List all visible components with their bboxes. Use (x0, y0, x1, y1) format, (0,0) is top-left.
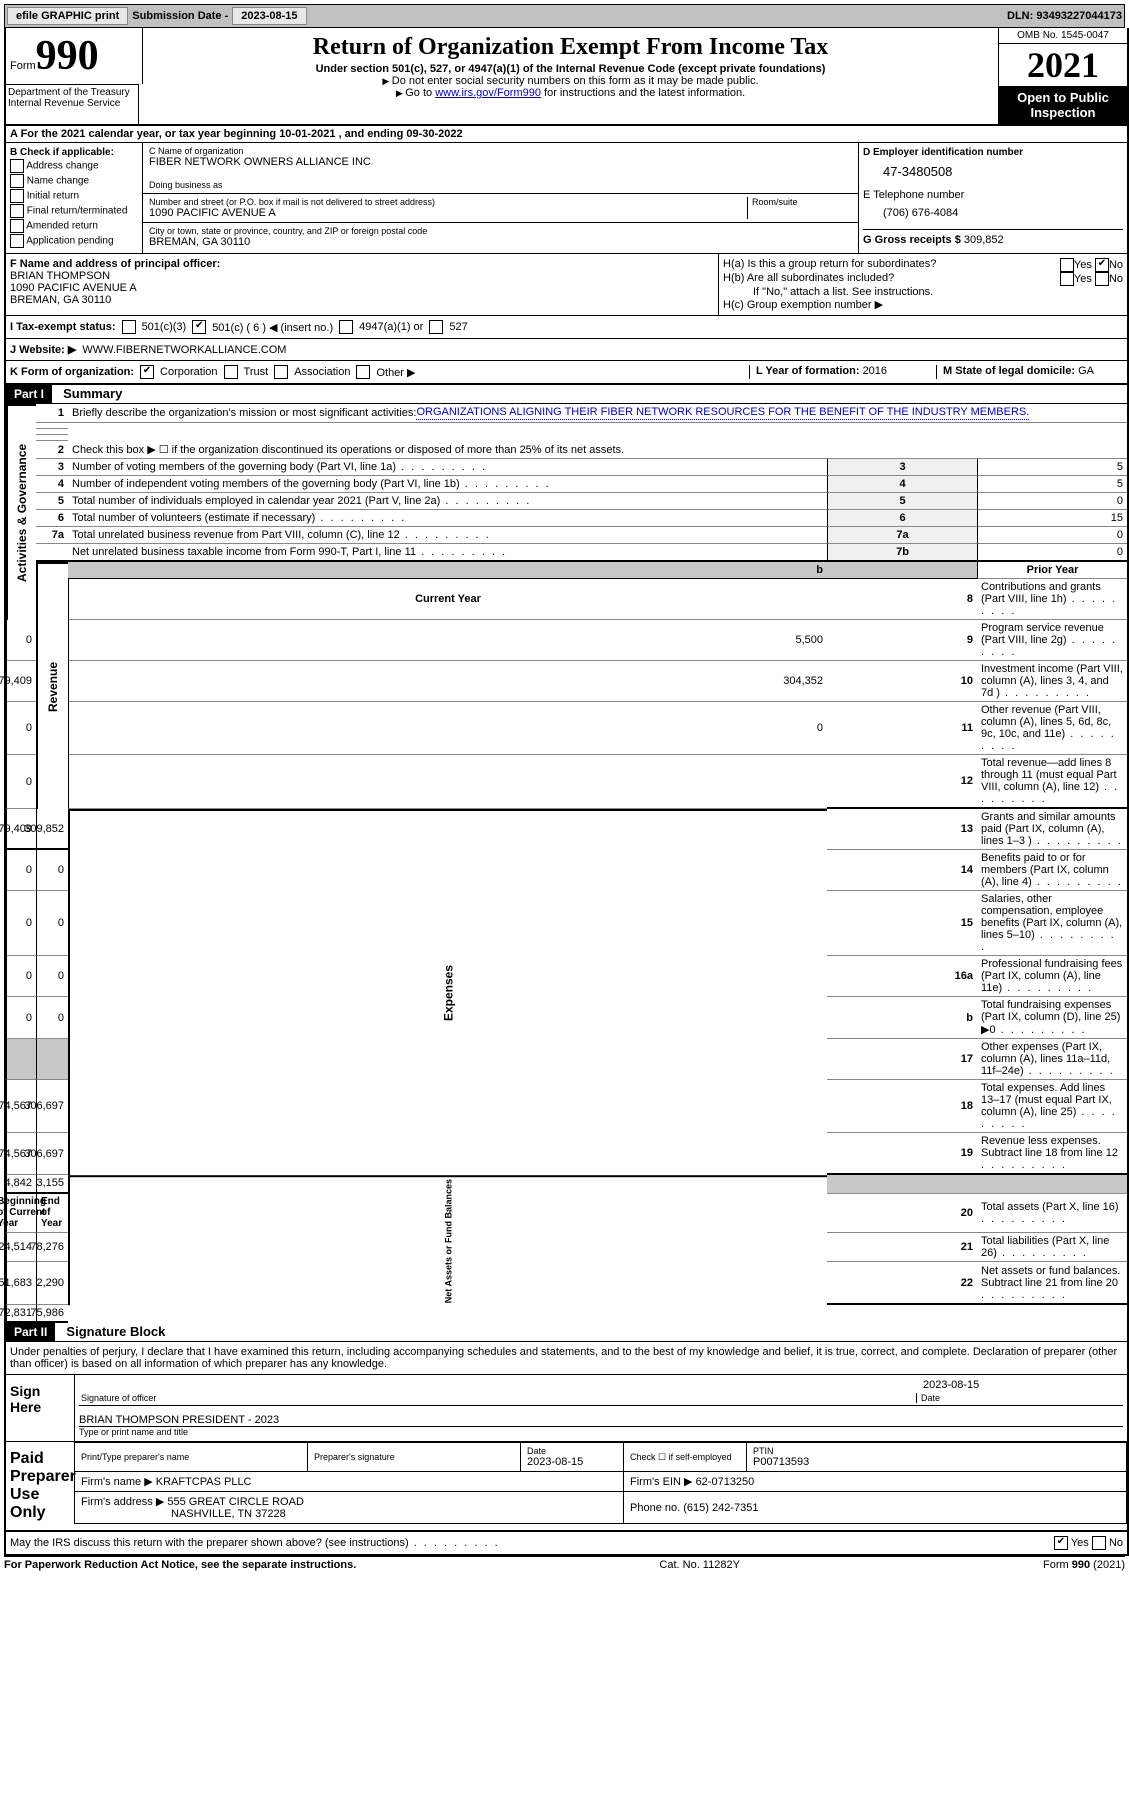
officer-printed: BRIAN THOMPSON PRESIDENT - 2023 (79, 1408, 1123, 1426)
omb-number: OMB No. 1545-0047 (999, 28, 1127, 44)
col-de: D Employer identification number 47-3480… (859, 143, 1127, 253)
title-box: Return of Organization Exempt From Incom… (143, 28, 998, 124)
ein-value: 47-3480508 (863, 158, 1123, 189)
gross-value: 309,852 (964, 234, 1004, 246)
sign-here-block: Sign Here 2023-08-15 Signature of office… (6, 1374, 1127, 1442)
org-name: FIBER NETWORK OWNERS ALLIANCE INC (149, 156, 852, 168)
chk-amended[interactable]: Amended return (10, 219, 138, 233)
chk-pending[interactable]: Application pending (10, 234, 138, 248)
org-name-label: C Name of organization (149, 146, 852, 156)
part2-bar: Part II Signature Block (6, 1323, 1127, 1342)
sig-officer-label: Signature of officer (81, 1393, 916, 1403)
dba-label: Doing business as (149, 180, 852, 190)
part1-bar: Part I Summary (6, 385, 1127, 404)
dln-text: DLN: 93493227044173 (1007, 10, 1122, 22)
col-h-group: H(a) Is this a group return for subordin… (719, 254, 1127, 315)
col-b-checkboxes: B Check if applicable: Address change Na… (6, 143, 143, 253)
sig-date: 2023-08-15 (923, 1379, 1123, 1391)
open-to-public: Open to Public Inspection (999, 86, 1127, 124)
form-title: Return of Organization Exempt From Incom… (151, 34, 990, 61)
city-value: BREMAN, GA 30110 (149, 236, 852, 248)
row-klm: K Form of organization: Corporation Trus… (6, 361, 1127, 385)
city-label: City or town, state or province, country… (149, 226, 852, 236)
paid-preparer-block: Paid Preparer Use Only Print/Type prepar… (6, 1442, 1127, 1532)
summary-grid: Activities & Governance1Briefly describe… (6, 404, 1127, 1323)
footer: For Paperwork Reduction Act Notice, see … (4, 1556, 1125, 1571)
officer-name: BRIAN THOMPSON (10, 270, 714, 282)
goto-pre: Go to (396, 87, 435, 99)
row-a-period: A For the 2021 calendar year, or tax yea… (6, 126, 1127, 143)
form-header: Form990 Department of the Treasury Inter… (6, 28, 1127, 126)
chk-initial[interactable]: Initial return (10, 189, 138, 203)
col-f-officer: F Name and address of principal officer:… (6, 254, 719, 315)
chk-name[interactable]: Name change (10, 174, 138, 188)
phone-value: (706) 676-4084 (863, 201, 1123, 229)
addr-label: Number and street (or P.O. box if mail i… (149, 197, 747, 207)
discuss-row: May the IRS discuss this return with the… (6, 1532, 1127, 1554)
info-grid: B Check if applicable: Address change Na… (6, 143, 1127, 254)
officer-addr2: BREMAN, GA 30110 (10, 294, 714, 306)
subdate-button[interactable]: 2023-08-15 (232, 7, 306, 25)
officer-addr1: 1090 PACIFIC AVENUE A (10, 282, 714, 294)
subtitle-1: Under section 501(c), 527, or 4947(a)(1)… (151, 63, 990, 75)
gross-label: G Gross receipts $ (863, 234, 964, 246)
phone-label: E Telephone number (863, 189, 1123, 201)
tax-year: 2021 (999, 44, 1127, 86)
paperwork-notice: For Paperwork Reduction Act Notice, see … (4, 1559, 356, 1571)
subdate-label: Submission Date - (132, 10, 228, 22)
row-j-website: J Website: ▶ WWW.FIBERNETWORKALLIANCE.CO… (6, 339, 1127, 361)
date-label: Date (916, 1393, 1121, 1403)
preparer-table: Print/Type preparer's name Preparer's si… (74, 1442, 1127, 1524)
col-c-org: C Name of organization FIBER NETWORK OWN… (143, 143, 859, 253)
paid-preparer-label: Paid Preparer Use Only (6, 1442, 74, 1530)
form-container: Form990 Department of the Treasury Inter… (4, 28, 1129, 1556)
penalty-text: Under penalties of perjury, I declare th… (6, 1342, 1127, 1374)
cat-no: Cat. No. 11282Y (659, 1559, 740, 1571)
row-i-status: I Tax-exempt status: 501(c)(3) 501(c) ( … (6, 316, 1127, 339)
goto-post: for instructions and the latest informat… (541, 87, 745, 99)
subtitle-2: Do not enter social security numbers on … (151, 75, 990, 87)
row-fh: F Name and address of principal officer:… (6, 254, 1127, 316)
chk-final[interactable]: Final return/terminated (10, 204, 138, 218)
dept-label: Department of the Treasury Internal Reve… (6, 84, 139, 124)
form-ref: Form 990 (2021) (1043, 1559, 1125, 1571)
ein-label: D Employer identification number (863, 147, 1123, 158)
topbar: efile GRAPHIC print Submission Date - 20… (4, 4, 1125, 28)
irs-link[interactable]: www.irs.gov/Form990 (435, 87, 541, 99)
year-box: OMB No. 1545-0047 2021 Open to Public In… (998, 28, 1127, 124)
efile-button[interactable]: efile GRAPHIC print (7, 7, 128, 25)
addr-value: 1090 PACIFIC AVENUE A (149, 207, 747, 219)
room-label: Room/suite (752, 197, 852, 207)
sign-here-label: Sign Here (6, 1375, 74, 1441)
chk-address[interactable]: Address change (10, 159, 138, 173)
type-label: Type or print name and title (79, 1426, 1123, 1437)
form-number-box: Form990 (6, 28, 143, 84)
